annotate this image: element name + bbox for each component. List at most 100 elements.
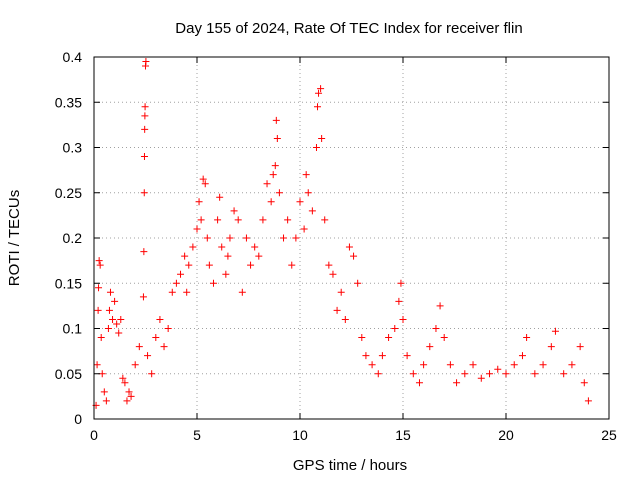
data-point [333, 306, 341, 314]
data-point [164, 325, 172, 332]
axis-ticks: 0 5 10 15 20 25 0 0.05 0.1 0.15 0.2 0.25 0.3 0.35 0.4 [55, 49, 617, 443]
data-point [183, 288, 191, 296]
data-point [272, 116, 280, 124]
data-point [148, 370, 156, 378]
data-point [518, 352, 526, 360]
data-point [292, 234, 300, 242]
data-point [440, 334, 448, 342]
x-tick-label: 20 [498, 427, 514, 443]
data-point [469, 361, 477, 369]
x-tick-label: 0 [90, 427, 98, 443]
data-point [226, 234, 234, 242]
data-point [420, 361, 428, 369]
data-point [135, 343, 143, 351]
data-point [415, 379, 423, 387]
data-point [288, 261, 296, 269]
data-point [358, 334, 366, 342]
y-tick-label: 0.3 [63, 140, 83, 156]
y-tick-label: 0.4 [63, 49, 83, 65]
data-point [308, 207, 316, 215]
data-point [317, 85, 325, 93]
data-point [300, 225, 308, 233]
data-point [197, 216, 205, 224]
data-point [302, 171, 310, 179]
data-point [314, 103, 322, 111]
data-point [140, 248, 148, 256]
data-point [142, 58, 150, 66]
data-point [568, 361, 576, 369]
data-point [131, 361, 139, 369]
data-points [92, 58, 592, 409]
data-point [177, 270, 185, 278]
data-point [263, 180, 271, 188]
data-point [378, 352, 386, 360]
data-point [296, 198, 304, 206]
data-point [139, 293, 147, 301]
data-point [275, 189, 283, 197]
data-point [242, 234, 250, 242]
data-point [284, 216, 292, 224]
x-tick-label: 5 [193, 427, 201, 443]
x-tick-label: 10 [292, 427, 308, 443]
data-point [494, 365, 502, 373]
data-point [222, 270, 230, 278]
data-point [96, 261, 104, 269]
data-point [547, 343, 555, 351]
data-point [273, 134, 281, 142]
data-point [362, 352, 370, 360]
data-point [315, 89, 323, 97]
data-point [199, 175, 207, 183]
data-point [141, 112, 149, 120]
data-point [102, 397, 110, 405]
chart-title: Day 155 of 2024, Rate Of TEC Index for r… [175, 20, 522, 37]
y-tick-label: 0.1 [63, 321, 83, 337]
data-point [280, 234, 288, 242]
data-point [141, 103, 149, 111]
data-point [121, 379, 129, 387]
data-point [560, 370, 568, 378]
data-point [100, 388, 108, 396]
data-point [201, 180, 209, 188]
y-tick-label: 0 [74, 411, 82, 427]
data-point [105, 306, 113, 314]
data-point [267, 198, 275, 206]
data-point [486, 370, 494, 378]
y-tick-label: 0.2 [63, 230, 83, 246]
data-point [395, 297, 403, 305]
y-tick-label: 0.25 [55, 185, 82, 201]
data-point [426, 343, 434, 351]
data-point [318, 134, 326, 142]
data-point [238, 288, 246, 296]
data-point [477, 374, 485, 382]
data-point [185, 261, 193, 269]
data-point [337, 288, 345, 296]
data-point [141, 125, 149, 133]
data-point [181, 252, 189, 260]
data-point [341, 315, 349, 323]
data-point [269, 171, 277, 179]
data-point [195, 198, 203, 206]
data-point [160, 343, 168, 351]
data-point [350, 252, 358, 260]
data-point [354, 279, 362, 287]
data-point [168, 288, 176, 296]
y-tick-label: 0.05 [55, 366, 82, 382]
data-point [209, 279, 217, 287]
data-point [125, 388, 133, 396]
data-point [218, 243, 226, 251]
data-point [189, 243, 197, 251]
data-point [144, 352, 152, 360]
data-point [97, 334, 105, 342]
data-point [321, 216, 329, 224]
data-point [453, 379, 461, 387]
data-point [214, 216, 222, 224]
data-point [117, 315, 125, 323]
data-point [409, 370, 417, 378]
data-point [403, 352, 411, 360]
data-point [104, 325, 112, 332]
data-point [510, 361, 518, 369]
data-point [111, 297, 119, 305]
data-point [584, 397, 592, 405]
data-point [502, 370, 510, 378]
